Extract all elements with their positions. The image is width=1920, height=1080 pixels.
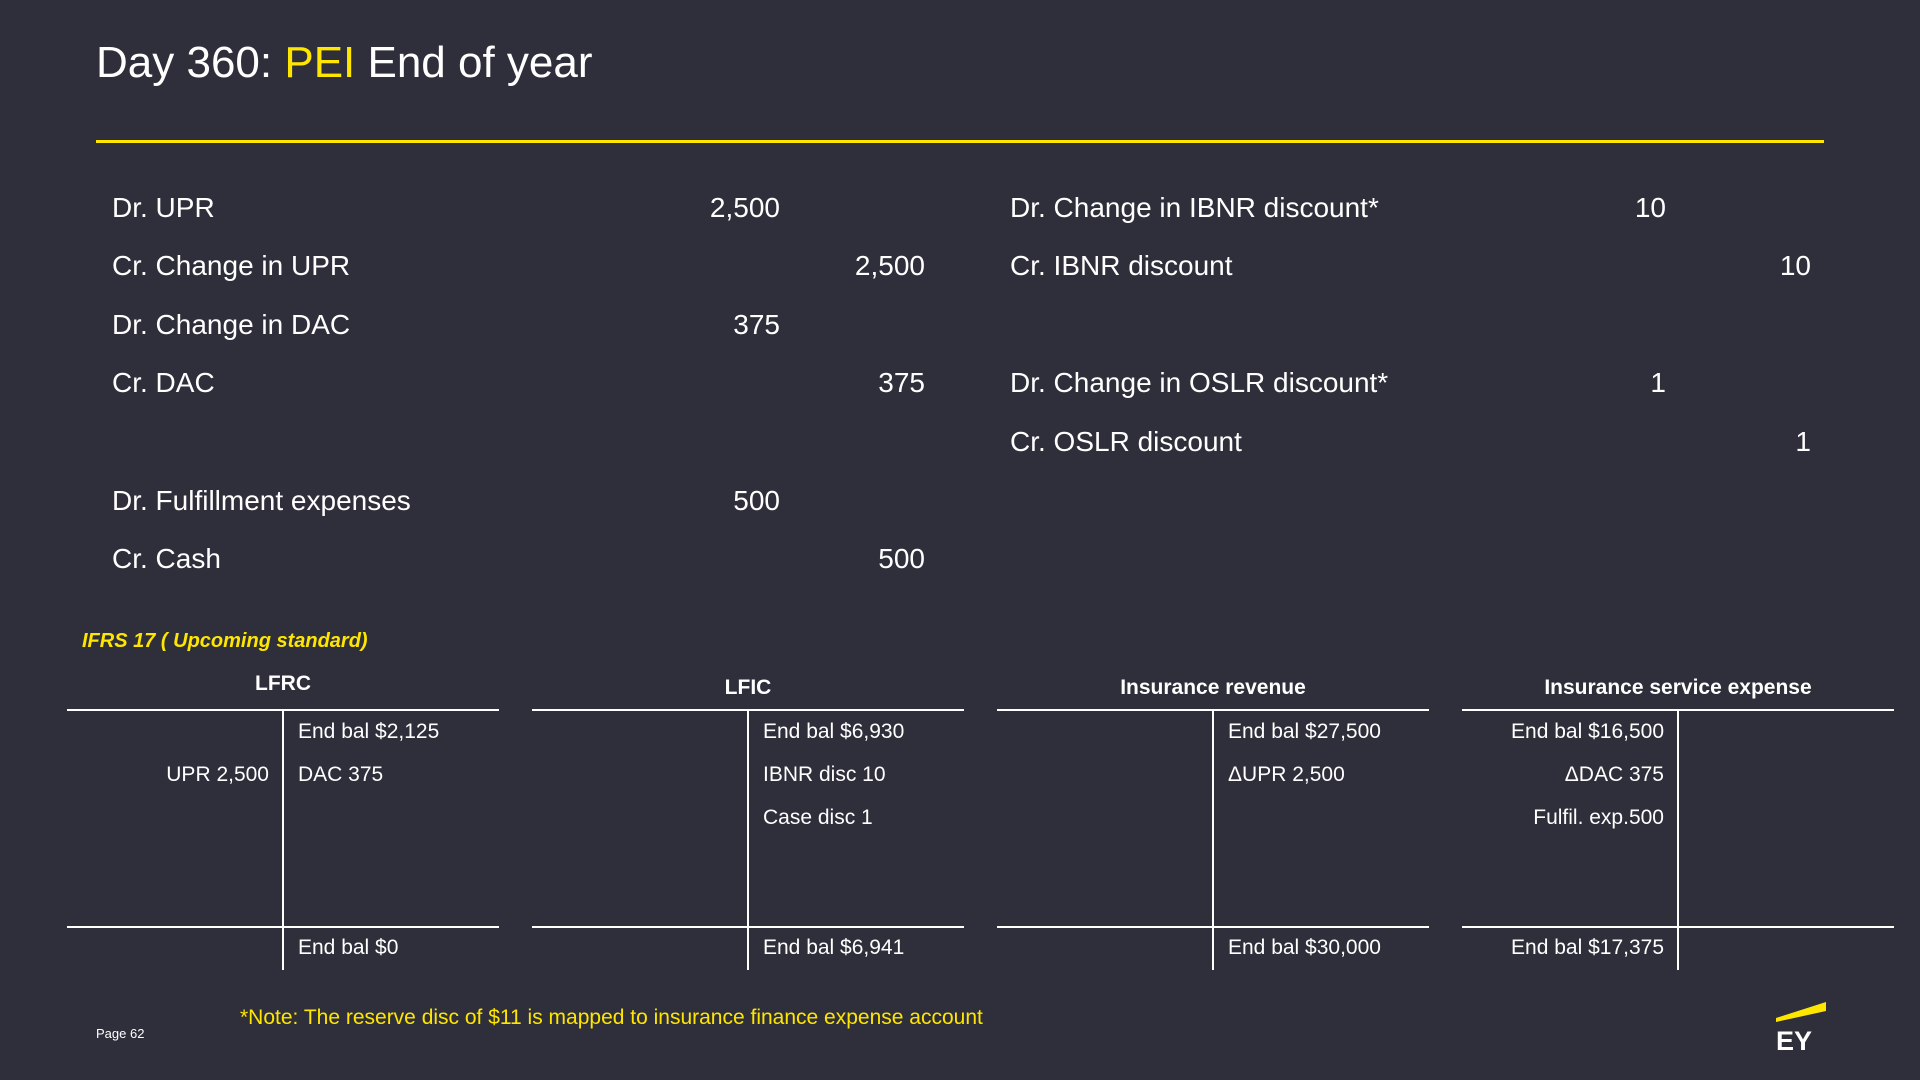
t-account-lfic: LFIC End bal $6,930 IBNR disc 10 Case di…	[532, 670, 964, 970]
journal-entry-label: Cr. OSLR discount	[1010, 426, 1242, 457]
journal-entry-credit: 2,500	[854, 250, 925, 281]
t-account-insurance-revenue: Insurance revenue End bal $27,500 ΔUPR 2…	[997, 670, 1429, 970]
t-account-top-line	[997, 709, 1429, 711]
t-account-insurance-service-expense: Insurance service expense End bal $16,50…	[1462, 670, 1894, 970]
t-account-divider	[282, 711, 284, 941]
page-title: Day 360: PEI End of year	[96, 38, 593, 88]
t-account-row: ΔDAC 375	[1462, 754, 1894, 797]
t-account-title: Insurance revenue	[1120, 676, 1306, 699]
journal-entry-debit: 2,500	[709, 192, 780, 223]
t-account-title: LFRC	[255, 672, 311, 695]
journal-entry-credit: 375	[878, 367, 925, 398]
t-account-divider	[1212, 928, 1214, 970]
t-account-total: End bal $30,000	[997, 927, 1429, 970]
journal-entry-label: Cr. Change in UPR	[112, 250, 351, 281]
t-account-divider	[282, 928, 284, 970]
title-underline	[96, 140, 1824, 143]
journal-entry-credit: 500	[878, 543, 925, 574]
journal-entry-label: Dr. Change in OSLR discount*	[1010, 367, 1389, 398]
t-account-row	[997, 883, 1429, 926]
t-account-total-debit: End bal $17,375	[1511, 936, 1664, 959]
journal-entry-label: Dr. Change in IBNR discount*	[1010, 192, 1379, 223]
t-account-row	[1462, 840, 1894, 883]
t-account-title: LFIC	[724, 676, 772, 699]
t-account-row: End bal $27,500	[997, 711, 1429, 754]
title-highlight: PEI	[284, 38, 356, 87]
page-number: Page 62	[96, 1026, 145, 1041]
ey-logo-text: EY	[1776, 1026, 1812, 1052]
t-account-credit: DAC 375	[298, 763, 384, 786]
journal-entry-label: Dr. UPR	[112, 192, 215, 223]
t-account-total-credit: End bal $0	[298, 936, 399, 959]
t-account-lfrc: LFRC End bal $2,125 UPR 2,500 DAC 375 End…	[67, 670, 499, 970]
t-account-debit: End bal $16,500	[1511, 720, 1664, 743]
journal-entry-debit: 1	[1650, 367, 1666, 398]
ey-logo-icon: EY	[1776, 1000, 1826, 1056]
t-account-total-line	[532, 926, 964, 928]
t-account-debit: Fulfil. exp.500	[1533, 806, 1664, 829]
journal-entry-label: Dr. Change in DAC	[112, 309, 351, 340]
t-account-credit: IBNR disc 10	[763, 763, 886, 786]
t-account-row	[997, 797, 1429, 840]
t-account-divider	[1677, 711, 1679, 941]
t-account-row: UPR 2,500 DAC 375	[67, 754, 499, 797]
t-account-total-credit: End bal $6,941	[763, 936, 905, 959]
journal-entry-debit: 500	[733, 485, 780, 516]
t-account-total: End bal $17,375	[1462, 927, 1894, 970]
journal-entry-debit: 10	[1634, 192, 1666, 223]
t-account-row: ΔUPR 2,500	[997, 754, 1429, 797]
t-account-credit: End bal $27,500	[1228, 720, 1381, 743]
t-account-row: End bal $6,930	[532, 711, 964, 754]
t-account-credit: End bal $2,125	[298, 720, 440, 743]
t-account-row	[532, 883, 964, 926]
t-account-debit: UPR 2,500	[166, 763, 269, 786]
journal-entry-label: Dr. Fulfillment expenses	[112, 485, 411, 516]
journal-entry-label: Cr. DAC	[112, 367, 215, 398]
t-account-total-line	[997, 926, 1429, 928]
footnote: *Note: The reserve disc of $11 is mapped…	[240, 1006, 983, 1029]
t-account-credit: End bal $6,930	[763, 720, 905, 743]
title-suffix: End of year	[355, 38, 593, 87]
t-account-top-line	[532, 709, 964, 711]
journal-entry-credit: 10	[1779, 250, 1811, 281]
t-account-divider	[1677, 928, 1679, 970]
journal-entry-credit: 1	[1795, 426, 1811, 457]
t-account-divider	[1212, 711, 1214, 941]
t-account-row: End bal $2,125	[67, 711, 499, 754]
t-account-total-credit: End bal $30,000	[1228, 936, 1381, 959]
t-account-row	[67, 883, 499, 926]
journal-entry-label: Cr. Cash	[112, 543, 221, 574]
t-account-row	[1462, 883, 1894, 926]
t-account-top-line	[1462, 709, 1894, 711]
t-account-title: Insurance service expense	[1544, 676, 1812, 699]
t-account-total-line	[1462, 926, 1894, 928]
ifrs-label: IFRS 17 ( Upcoming standard)	[82, 630, 368, 652]
t-account-total: End bal $0	[67, 927, 499, 970]
t-account-total: End bal $6,941	[532, 927, 964, 970]
journal-entry-debit: 375	[733, 309, 780, 340]
t-account-credit: ΔUPR 2,500	[1228, 763, 1345, 786]
t-account-divider	[747, 711, 749, 941]
t-account-row	[997, 840, 1429, 883]
t-account-row: End bal $16,500	[1462, 711, 1894, 754]
t-account-row	[67, 840, 499, 883]
t-account-row: Fulfil. exp.500	[1462, 797, 1894, 840]
t-account-row	[67, 797, 499, 840]
t-account-row: IBNR disc 10	[532, 754, 964, 797]
t-account-debit: ΔDAC 375	[1564, 763, 1664, 786]
t-account-total-line	[67, 926, 499, 928]
t-account-divider	[747, 928, 749, 970]
t-account-top-line	[67, 709, 499, 711]
t-account-credit: Case disc 1	[763, 806, 873, 829]
title-prefix: Day 360:	[96, 38, 285, 87]
journal-entry-label: Cr. IBNR discount	[1010, 250, 1233, 281]
t-account-row	[532, 840, 964, 883]
t-account-row: Case disc 1	[532, 797, 964, 840]
